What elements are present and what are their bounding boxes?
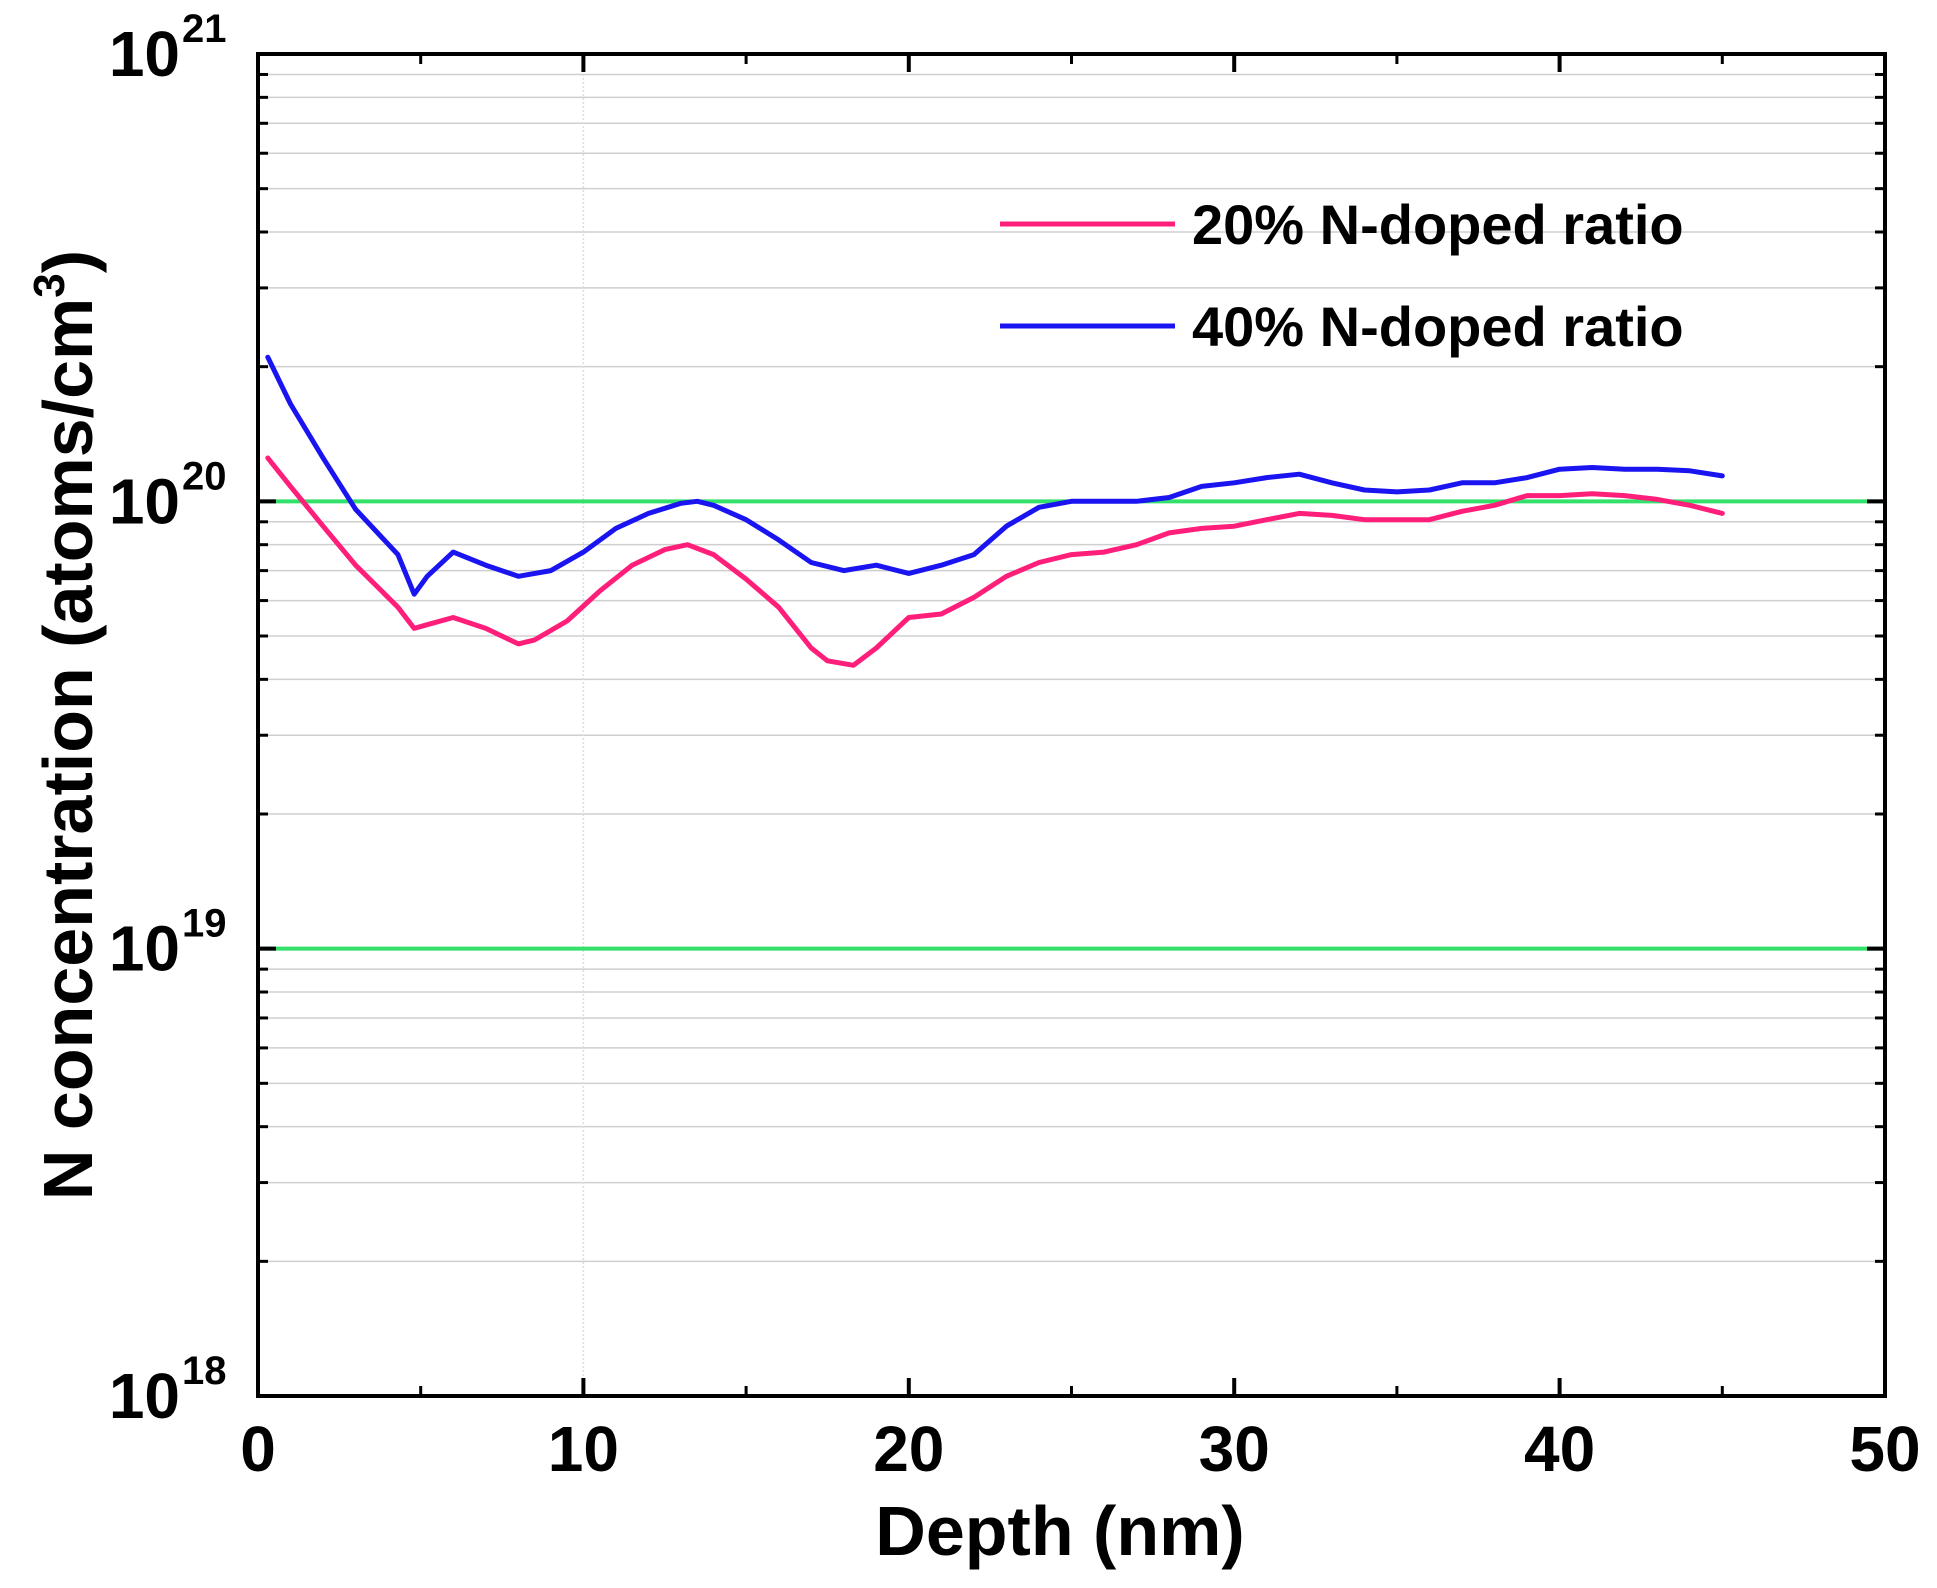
y-tick-label-exponent: 18 [182, 1349, 227, 1393]
y-tick-label: 10 21 [109, 7, 227, 90]
x-tick-label: 20 [873, 1413, 944, 1485]
series-line-20-percent [265, 455, 1725, 668]
x-tick-label: 50 [1849, 1413, 1920, 1485]
x-tick-labels: 0 10 20 30 40 50 [240, 1413, 1920, 1485]
series-layer [265, 354, 1725, 668]
y-tick-label-base: 10 [109, 913, 180, 985]
x-tick-label: 30 [1199, 1413, 1270, 1485]
y-tick-label-base: 10 [109, 465, 180, 537]
y-tick-label: 10 18 [109, 1349, 227, 1432]
legend-label-20-percent: 20% N-doped ratio [1192, 193, 1684, 256]
grid-lines [258, 54, 1885, 1396]
x-tick-label: 10 [548, 1413, 619, 1485]
y-axis-title: N concentration (atoms/cm3) [25, 250, 107, 1200]
y-tick-label: 10 20 [109, 454, 227, 537]
y-axis-title-superscript: 3 [25, 273, 74, 297]
y-axis-title-suffix: ) [29, 250, 107, 273]
axis-ticks [256, 52, 1887, 1398]
y-tick-label-exponent: 20 [182, 454, 227, 498]
y-tick-label-base: 10 [109, 1360, 180, 1432]
y-tick-label-base: 10 [109, 18, 180, 90]
x-axis-title: Depth (nm) [875, 1492, 1244, 1570]
legend-label-40-percent: 40% N-doped ratio [1192, 295, 1684, 358]
legend: 20% N-doped ratio 40% N-doped ratio [1000, 193, 1684, 358]
y-axis-title-main: N concentration (atoms/cm [29, 298, 107, 1200]
x-tick-label: 0 [240, 1413, 276, 1485]
y-tick-label-exponent: 19 [182, 902, 227, 946]
y-tick-label-exponent: 21 [182, 7, 227, 51]
series-line-40-percent [265, 354, 1725, 597]
y-tick-label: 10 19 [109, 902, 227, 985]
x-tick-label: 40 [1524, 1413, 1595, 1485]
